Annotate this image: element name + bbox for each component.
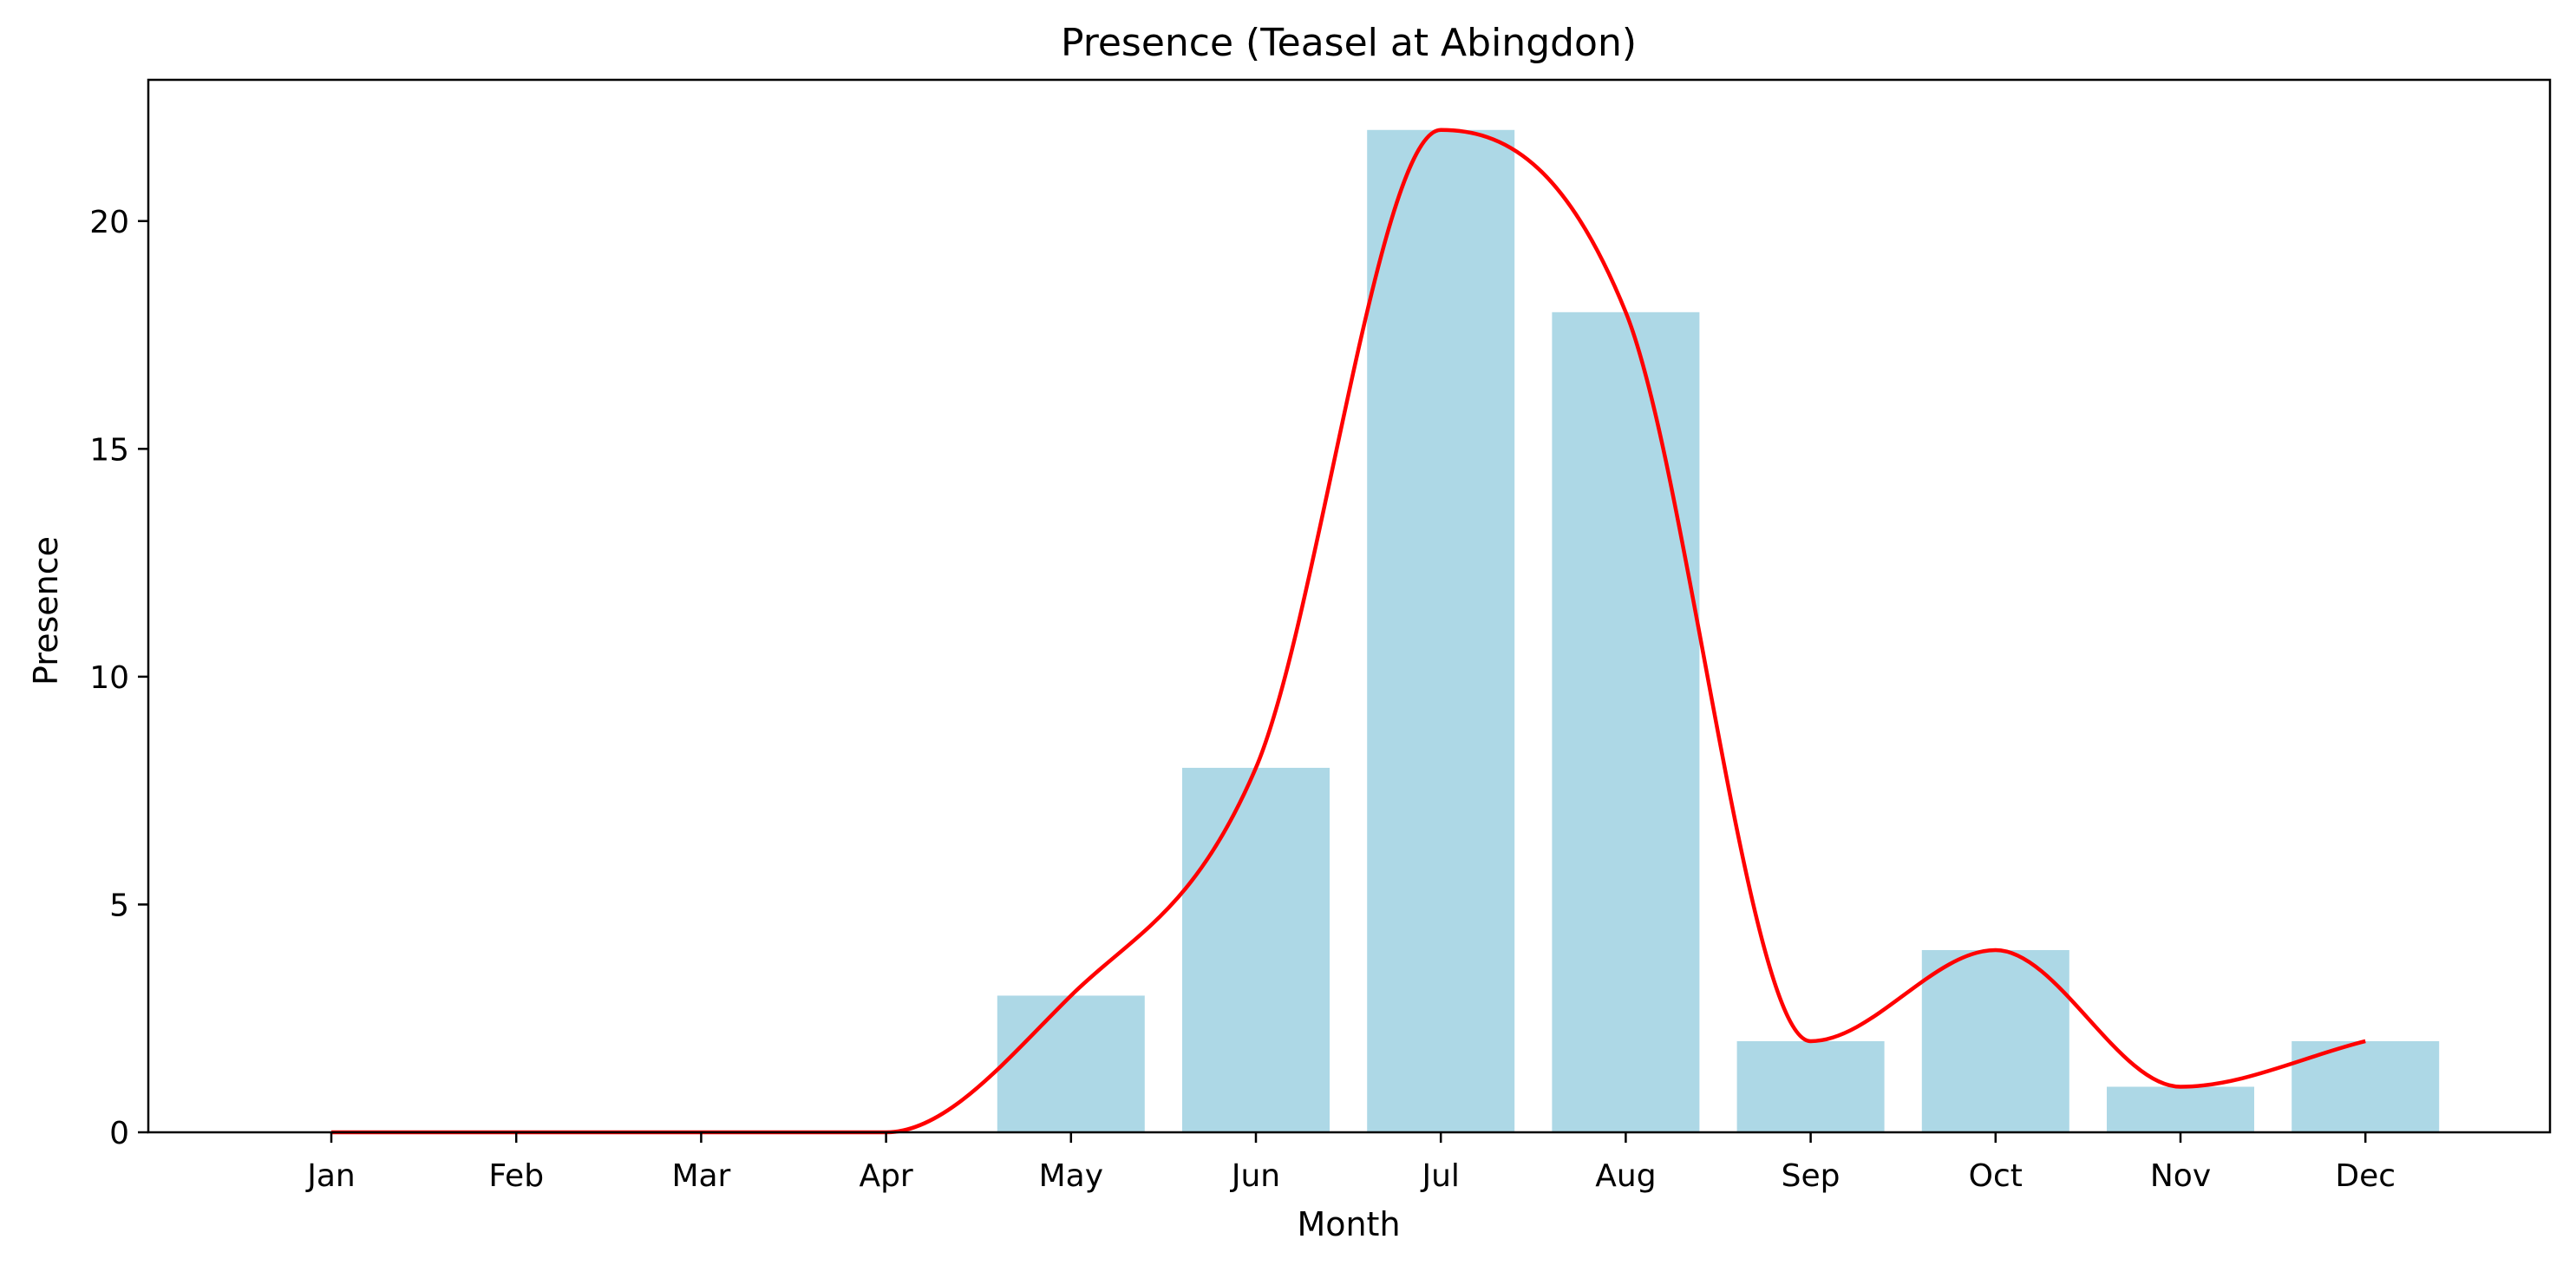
x-tick-label-jun: Jun (1230, 1158, 1280, 1194)
bar-aug (1552, 311, 1700, 1133)
y-tick-label: 10 (89, 660, 129, 696)
y-tick-label: 20 (89, 205, 129, 240)
bar-oct (1921, 949, 2069, 1132)
plot-area-frame (147, 78, 2552, 1134)
x-tick-label-sep: Sep (1782, 1158, 1840, 1194)
x-tick-label-apr: Apr (859, 1158, 912, 1194)
x-tick-label-jul: Jul (1420, 1158, 1459, 1194)
bar-series (997, 129, 2440, 1133)
x-axis-label: Month (1297, 1205, 1400, 1243)
bar-jul (1367, 129, 1515, 1132)
y-tick-label: 0 (109, 1116, 129, 1151)
bar-sep (1736, 1040, 1885, 1132)
x-tick-label-mar: Mar (671, 1158, 730, 1194)
x-tick-label-aug: Aug (1595, 1158, 1656, 1194)
x-tick-label-jan: Jan (305, 1158, 356, 1194)
bar-nov (2107, 1086, 2254, 1132)
y-axis-label: Presence (27, 536, 65, 685)
bar-may (997, 995, 1145, 1132)
y-tick-label: 5 (109, 888, 129, 923)
x-tick-label-feb: Feb (488, 1158, 544, 1194)
x-tick-label-may: May (1039, 1158, 1103, 1194)
bar-jun (1182, 767, 1330, 1132)
y-axis: 0 5 10 15 20 (89, 205, 148, 1151)
chart-title: Presence (Teasel at Abingdon) (1061, 21, 1637, 65)
x-tick-label-oct: Oct (1969, 1158, 2023, 1194)
y-tick-label: 15 (89, 432, 129, 468)
x-axis: Jan Feb Mar Apr May Jun Jul Aug Sep Oct Nov Dec (305, 1132, 2396, 1194)
x-tick-label-dec: Dec (2335, 1158, 2396, 1194)
x-tick-label-nov: Nov (2150, 1158, 2211, 1194)
